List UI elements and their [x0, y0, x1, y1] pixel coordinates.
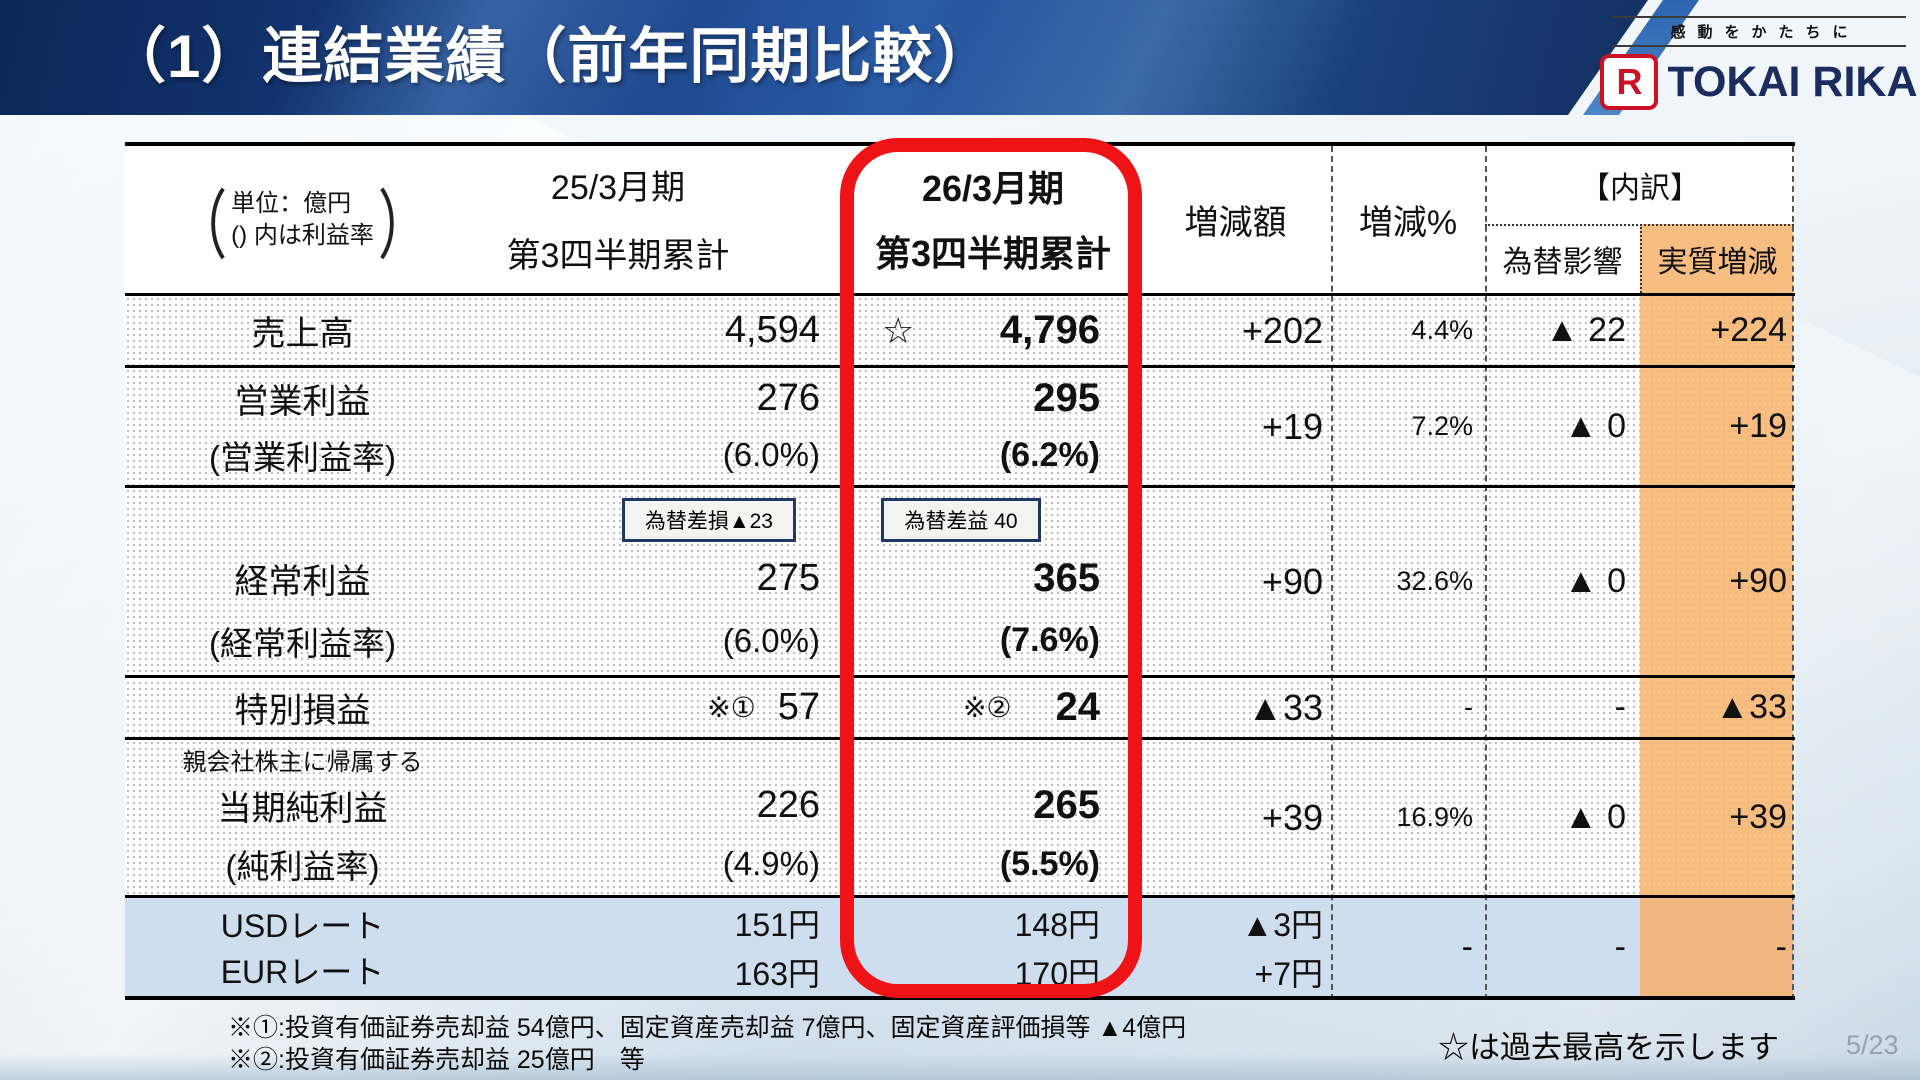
diff-value: +202: [1241, 309, 1323, 351]
row-label-sub: (営業利益率): [209, 439, 396, 476]
prev-sub-value: (6.0%): [722, 621, 820, 659]
prev-value: 275: [756, 557, 820, 599]
column-header-diff-amount: 増減額: [1184, 204, 1287, 242]
logo-row: R TOKAI RIKA: [1600, 54, 1918, 110]
background-bottom-band: [0, 1054, 1920, 1080]
diff-percent-value: 16.9%: [1396, 802, 1473, 832]
prev-value: 226: [756, 784, 820, 826]
real-change-value: +19: [1729, 407, 1787, 445]
fx-impact-value: ▲ 0: [1563, 798, 1626, 836]
logo-company-name: TOKAI RIKA: [1667, 57, 1918, 106]
unit-note-line1: 単位：億円: [231, 189, 352, 217]
real-change-value: +90: [1729, 562, 1787, 600]
record-high-note: ☆は過去最高を示します: [1438, 1030, 1779, 1065]
curr-value: 24: [1055, 685, 1101, 729]
eur-prev-value: 163円: [734, 955, 820, 992]
real-change-column-highlight: [1640, 224, 1793, 1000]
page-title: （1）連結業績（前年同期比較）: [106, 23, 995, 90]
fx-impact-value: ▲ 0: [1563, 562, 1626, 600]
diff-value: +90: [1261, 560, 1323, 602]
tokai-rika-logo: 感動をかたちに R TOKAI RIKA: [1600, 16, 1918, 110]
tokai-rika-mark-icon: R: [1600, 54, 1659, 110]
fx-impact-value: ▲ 0: [1563, 407, 1626, 445]
row-label: 経常利益: [234, 563, 371, 601]
breakdown-title: 【内訳】: [1580, 172, 1700, 205]
row-label: 特別損益: [234, 692, 371, 730]
row-label: 営業利益: [234, 382, 371, 421]
column-header-fx-impact: 為替影響: [1502, 245, 1623, 279]
rates-fx-impact-value: -: [1614, 927, 1626, 966]
logo-tagline: 感動をかたちに: [1670, 24, 1860, 41]
eur-diff-value: +7円: [1254, 955, 1324, 992]
unit-bracket-close: ）: [377, 185, 430, 270]
highlight-ring: [840, 138, 1142, 998]
prev-value: 57: [777, 686, 820, 728]
row-label: 売上高: [251, 315, 354, 353]
usd-prev-value: 151円: [734, 906, 820, 943]
divider-diff-amount: [1331, 146, 1333, 1000]
fx-impact-value: ▲ 22: [1545, 311, 1626, 349]
divider-diff-percent: [1485, 146, 1487, 1000]
usd-diff-value: ▲3円: [1241, 906, 1323, 943]
table-right-edge: [1792, 146, 1794, 1000]
column-header-breakdown: 【内訳】 為替影響 実質増減: [1485, 146, 1795, 293]
logo-mark-letter: R: [1616, 61, 1643, 102]
column-header-real-change: 実質増減: [1657, 245, 1778, 279]
real-change-value: ▲33: [1715, 688, 1787, 726]
breakdown-subcolumn-divider: [1640, 224, 1642, 296]
fx-impact-value: -: [1614, 688, 1626, 726]
real-change-value: +39: [1729, 798, 1787, 836]
usd-rate-label: USDレート: [220, 908, 385, 944]
row-label: 当期純利益: [217, 790, 388, 828]
prev-sub-value: (6.0%): [722, 436, 820, 473]
prev-sub-value: (4.9%): [722, 845, 820, 882]
breakdown-subheader-divider: [1485, 224, 1794, 226]
column-header-diff-percent: 増減%: [1358, 204, 1458, 242]
diff-percent-value: 32.6%: [1396, 566, 1473, 596]
column-header-prev-period: 25/3月期 第3四半期累計: [506, 169, 730, 275]
rates-diff-percent-value: -: [1461, 927, 1473, 966]
unit-bracket-open: （: [175, 185, 228, 270]
row-label-sub: (純利益率): [225, 848, 380, 885]
page-number: 5/23: [1846, 1030, 1899, 1060]
logo-tagline-box: 感動をかたちに: [1612, 16, 1906, 47]
row-label-prefix: 親会社株主に帰属する: [182, 748, 423, 776]
diff-percent-value: 7.2%: [1411, 411, 1473, 441]
footnote-1: ※①:投資有価証券売却益 54億円、固定資産売却益 7億円、固定資産評価損等 ▲…: [228, 1014, 1187, 1042]
unit-note-line2: () 内は利益率: [231, 221, 374, 249]
footnote-2: ※②:投資有価証券売却益 25億円 等: [228, 1046, 645, 1074]
prev-value: 4,594: [724, 309, 820, 351]
header-band: [0, 0, 1648, 115]
diff-value: +39: [1261, 796, 1323, 838]
diff-percent-value: -: [1464, 692, 1473, 722]
diff-percent-value: 4.4%: [1411, 315, 1473, 345]
footnotes: ※①:投資有価証券売却益 54億円、固定資産売却益 7億円、固定資産評価損等 ▲…: [228, 1012, 1186, 1076]
unit-note: （ 単位：億円 () 内は利益率 ）: [125, 146, 480, 293]
rates-real-change-value: -: [1775, 927, 1787, 966]
row-label-sub: (経常利益率): [209, 624, 396, 662]
diff-value: +19: [1261, 405, 1323, 447]
eur-rate-label: EURレート: [220, 954, 385, 990]
real-change-value: +224: [1710, 311, 1787, 349]
prev-value: 276: [756, 376, 820, 419]
footnote-ref-1: ※①: [707, 692, 756, 723]
diff-value: ▲33: [1247, 686, 1323, 728]
fx-loss-badge: 為替差損▲23: [621, 497, 796, 542]
